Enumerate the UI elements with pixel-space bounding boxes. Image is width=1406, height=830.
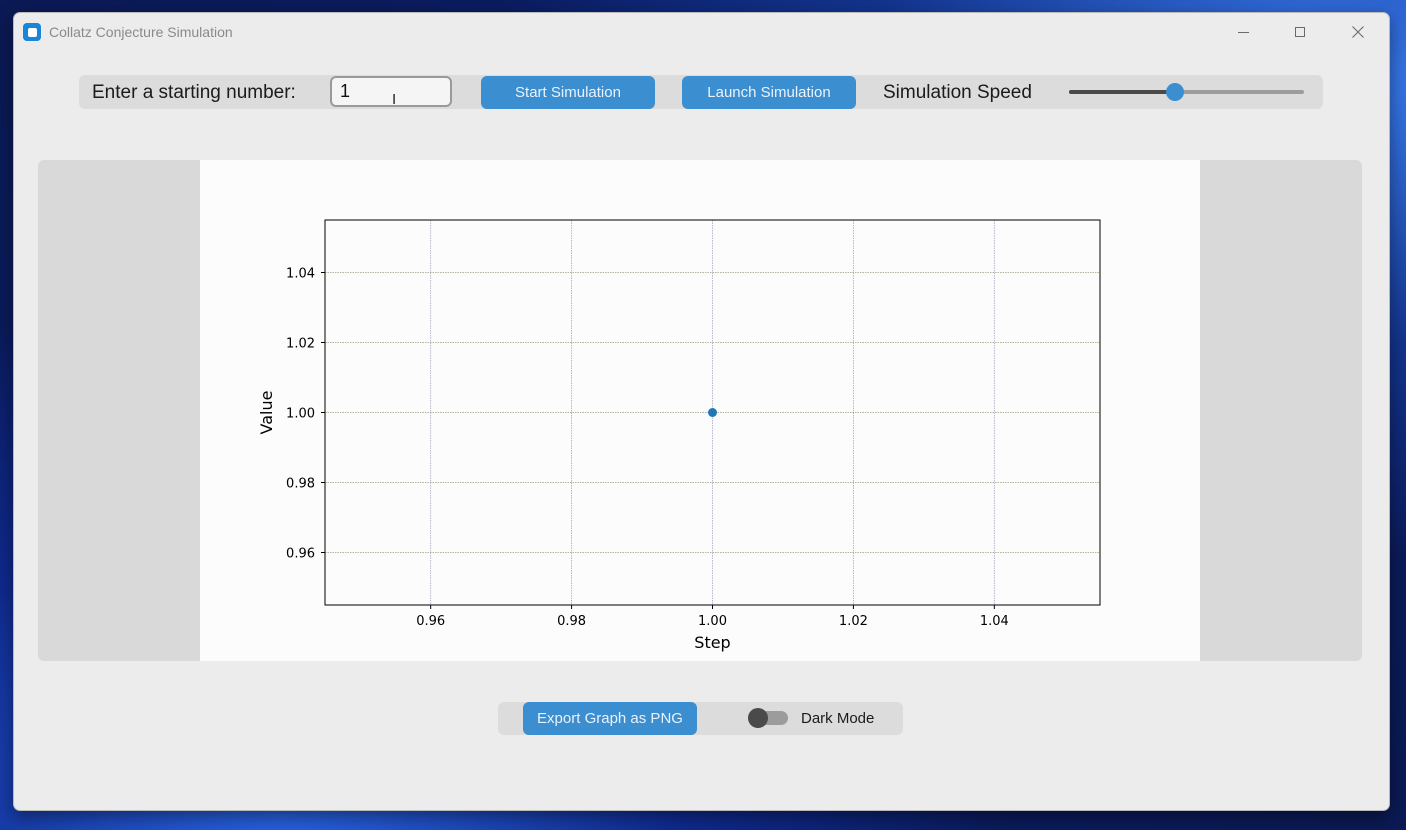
app-window: Collatz Conjecture Simulation Enter a st… bbox=[13, 12, 1390, 811]
y-tick-label: 1.02 bbox=[286, 337, 315, 352]
window-title: Collatz Conjecture Simulation bbox=[49, 24, 233, 40]
minimize-button[interactable] bbox=[1215, 13, 1271, 51]
slider-thumb[interactable] bbox=[1165, 83, 1184, 101]
x-tick-label: 1.04 bbox=[980, 614, 1009, 629]
launch-simulation-button[interactable]: Launch Simulation bbox=[682, 76, 856, 109]
y-tick-label: 0.98 bbox=[286, 477, 315, 492]
switch-knob bbox=[748, 708, 768, 728]
simulation-speed-slider[interactable] bbox=[1069, 83, 1304, 101]
slider-track bbox=[1069, 90, 1304, 94]
close-button[interactable] bbox=[1330, 13, 1386, 51]
y-tick-label: 1.04 bbox=[286, 267, 315, 282]
y-axis-label: Value bbox=[257, 391, 276, 435]
graph-frame: 0.96 0.98 1.00 1.02 1.04 0.96 0.98 1.00 1.02 1.04… bbox=[38, 160, 1362, 661]
close-icon bbox=[1352, 26, 1364, 38]
data-point bbox=[708, 408, 717, 417]
x-tick-label: 0.98 bbox=[557, 614, 586, 629]
starting-number-label: Enter a starting number: bbox=[92, 82, 296, 103]
maximize-icon bbox=[1295, 27, 1305, 37]
y-tick-label: 0.96 bbox=[286, 547, 315, 562]
slider-fill bbox=[1069, 90, 1175, 94]
graph-canvas: 0.96 0.98 1.00 1.02 1.04 0.96 0.98 1.00 1.02 1.04… bbox=[200, 160, 1200, 661]
collatz-chart: 0.96 0.98 1.00 1.02 1.04 0.96 0.98 1.00 1.02 1.04… bbox=[257, 219, 1101, 652]
dark-mode-switch[interactable] bbox=[748, 708, 788, 728]
x-tick-label: 1.00 bbox=[698, 614, 727, 629]
x-axis-label: Step bbox=[694, 633, 730, 652]
y-tick-label: 1.00 bbox=[286, 407, 315, 422]
dark-mode-label: Dark Mode bbox=[801, 710, 875, 727]
start-simulation-button[interactable]: Start Simulation bbox=[481, 76, 655, 109]
controls-bar: Enter a starting number: I Start Simulat… bbox=[79, 75, 1323, 109]
simulation-speed-label: Simulation Speed bbox=[883, 82, 1032, 103]
minimize-icon bbox=[1237, 31, 1249, 33]
starting-number-input[interactable] bbox=[330, 76, 452, 107]
bottom-bar: Export Graph as PNG Dark Mode bbox=[498, 702, 903, 735]
x-tick-label: 1.02 bbox=[839, 614, 868, 629]
title-bar: Collatz Conjecture Simulation bbox=[14, 13, 1389, 51]
maximize-button[interactable] bbox=[1272, 13, 1328, 51]
app-icon bbox=[23, 23, 41, 41]
text-cursor-icon: I bbox=[392, 91, 397, 108]
x-tick-label: 0.96 bbox=[416, 614, 445, 629]
export-png-button[interactable]: Export Graph as PNG bbox=[523, 702, 697, 735]
